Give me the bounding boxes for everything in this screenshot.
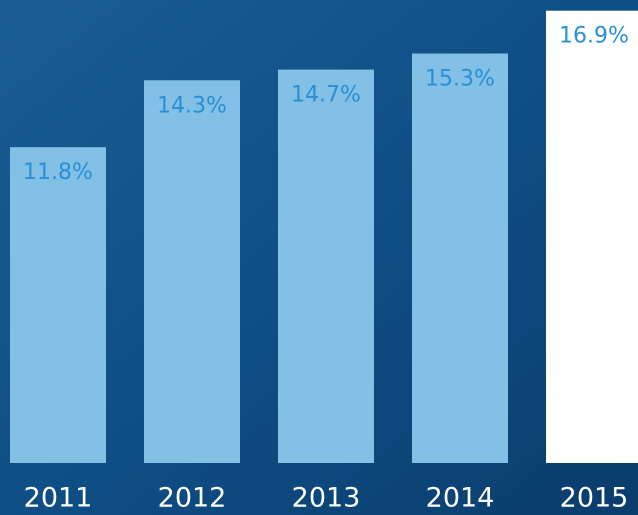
value-label: 16.9% — [559, 24, 629, 49]
x-tick-label: 2013 — [292, 483, 361, 514]
x-tick-label: 2015 — [560, 483, 629, 514]
x-tick-label: 2011 — [24, 483, 93, 514]
value-label: 14.7% — [291, 83, 361, 108]
value-label: 11.8% — [23, 160, 93, 185]
bar — [10, 147, 106, 463]
bar — [278, 69, 374, 464]
bar — [546, 10, 638, 464]
x-tick-label: 2012 — [158, 483, 227, 514]
bar — [412, 53, 508, 464]
x-tick-label: 2014 — [426, 483, 495, 514]
value-label: 14.3% — [157, 93, 227, 118]
value-label: 15.3% — [425, 67, 495, 92]
bar — [144, 80, 240, 464]
